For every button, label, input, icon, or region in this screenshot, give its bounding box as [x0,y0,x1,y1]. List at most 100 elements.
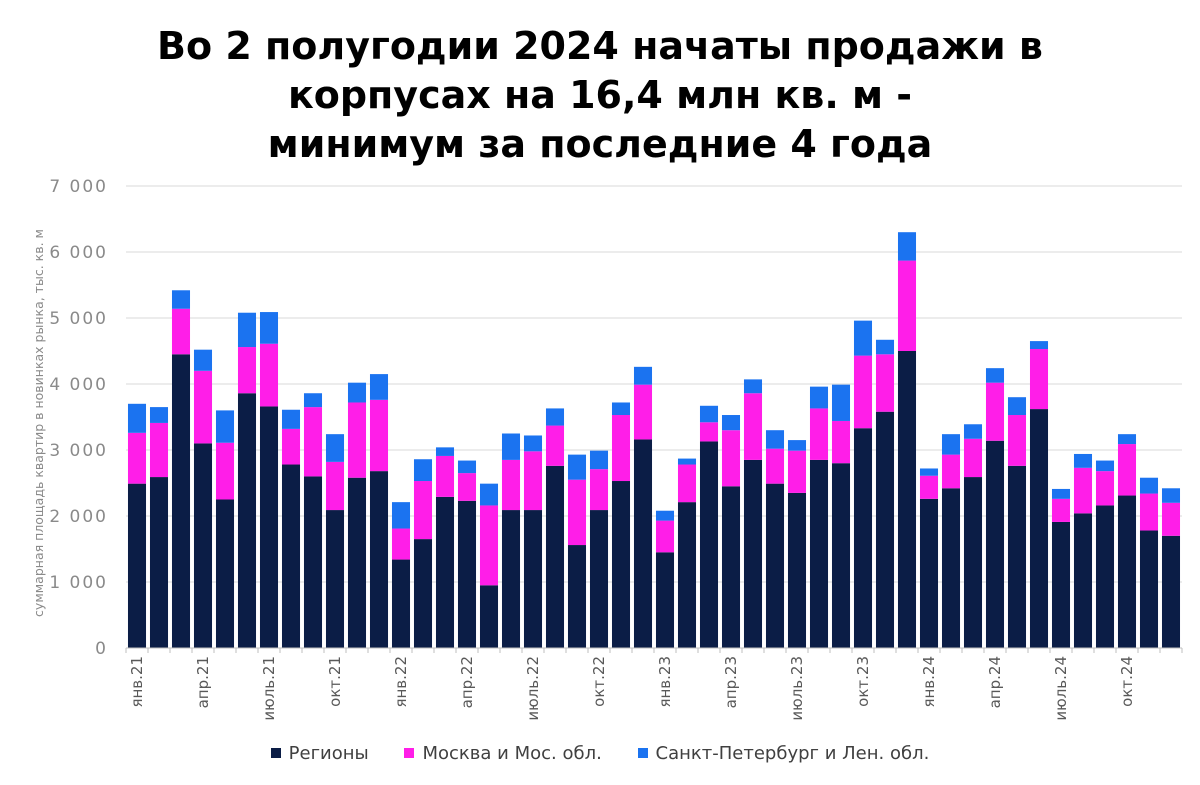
legend-label: Москва и Мос. обл. [422,742,602,764]
bar-segment-regions [963,477,983,648]
bar-segment-regions [611,481,631,648]
y-tick-label: 5 000 [49,309,108,329]
bar-segment-spb [435,447,455,456]
y-tick-label: 2 000 [49,507,108,527]
title-line: Во 2 полугодии 2024 начаты продажи в [157,24,1043,68]
legend-item-spb: Санкт-Петербург и Лен. обл. [637,743,929,764]
bar-segment-spb [677,458,697,465]
bar-segment-regions [831,463,851,648]
x-tick-label: апр.21 [194,656,212,708]
y-axis-title: суммарная площадь квартир в новинках рын… [31,229,46,617]
bar-segment-spb [721,415,741,431]
bar-segment-spb [633,366,653,385]
bar-segment-moscow [787,450,807,493]
bar-segment-moscow [941,454,961,489]
bar-segment-moscow [853,355,873,429]
bar-segment-moscow [633,384,653,440]
bar-segment-spb [765,430,785,449]
bar-segment-moscow [545,425,565,466]
bar-segment-spb [743,379,763,394]
bar-segment-spb [985,368,1005,383]
bar-segment-regions [457,500,477,648]
bar-segment-spb [1029,341,1049,350]
bar-segment-moscow [435,455,455,497]
title-line: корпусах на 16,4 млн кв. м - [287,73,913,117]
bar-segment-spb [281,409,301,429]
bar-segment-moscow [743,393,763,460]
gridlines [126,185,1182,583]
y-tick-label: 3 000 [49,441,108,461]
bar-segment-regions [193,443,213,648]
x-tick-label: янв.23 [656,656,674,708]
bar-segment-moscow [699,422,719,442]
bar-segment-regions [523,510,543,648]
bar-segment-spb [237,312,257,348]
bar-segment-regions [897,351,917,648]
x-tick-label: апр.24 [986,656,1004,708]
bars [127,232,1181,648]
bar-segment-regions [1073,513,1093,648]
bar-segment-regions [919,498,939,648]
bar-segment-moscow [919,475,939,499]
y-tick-label: 1 000 [49,573,108,593]
bar-segment-moscow [655,520,675,553]
bar-segment-moscow [1117,444,1137,496]
bar-segment-regions [743,459,763,648]
bar-segment-spb [501,433,521,460]
bar-segment-regions [215,499,235,648]
bar-segment-spb [897,232,917,261]
bar-segment-regions [655,552,675,648]
bar-segment-regions [303,476,323,648]
bar-segment-spb [787,440,807,451]
bar-segment-regions [633,439,653,648]
bar-segment-moscow [611,415,631,482]
x-axis: янв.21 апр.21 июль.21 окт.21 янв.22 апр.22 июл… [125,647,1183,721]
bar-segment-moscow [1029,349,1049,410]
bar-segment-spb [1117,434,1137,445]
bar-segment-regions [325,510,345,648]
y-tick-label: 7 000 [49,177,108,197]
bar-segment-regions [787,492,807,648]
bar-segment-spb [369,374,389,400]
bar-segment-regions [479,585,499,648]
bar-segment-regions [1139,530,1159,648]
bar-segment-moscow [677,464,697,503]
bar-segment-spb [809,386,829,409]
bar-segment-regions [413,539,433,648]
bar-segment-moscow [237,347,257,394]
bar-segment-spb [1139,477,1159,494]
bar-segment-regions [259,406,279,648]
bar-segment-regions [589,510,609,648]
bar-segment-spb [1095,460,1115,472]
bar-segment-regions [677,502,697,648]
x-tick-label: апр.23 [722,656,740,708]
bar-segment-spb [831,384,851,421]
bar-segment-moscow [325,461,345,511]
bar-segment-moscow [127,432,147,484]
bar-segment-regions [281,464,301,648]
chart-title: Во 2 полугодии 2024 начаты продажи в кор… [0,22,1200,169]
bar-segment-spb [567,454,587,480]
bar-segment-moscow [347,402,367,478]
legend-swatch-spb [637,748,648,758]
bar-segment-moscow [567,479,587,546]
bar-segment-spb [589,450,609,470]
bar-segment-regions [1007,465,1027,648]
bar-segment-regions [171,354,191,648]
bar-segment-spb [611,402,631,416]
bar-segment-spb [941,434,961,455]
bar-segment-spb [171,290,191,309]
legend-swatch-moscow [404,748,415,758]
x-tick-label: окт.24 [1118,656,1136,707]
bar-segment-regions [941,488,961,648]
bar-segment-moscow [259,343,279,407]
bar-segment-spb [215,410,235,443]
x-tick-label: окт.22 [590,656,608,707]
bar-segment-spb [1007,397,1027,416]
bar-segment-spb [457,460,477,474]
bar-segment-spb [875,339,895,355]
bar-segment-moscow [171,308,191,355]
legend-item-regions: Регионы [270,743,369,764]
bar-segment-spb [413,459,433,482]
bar-segment-moscow [1051,498,1071,522]
